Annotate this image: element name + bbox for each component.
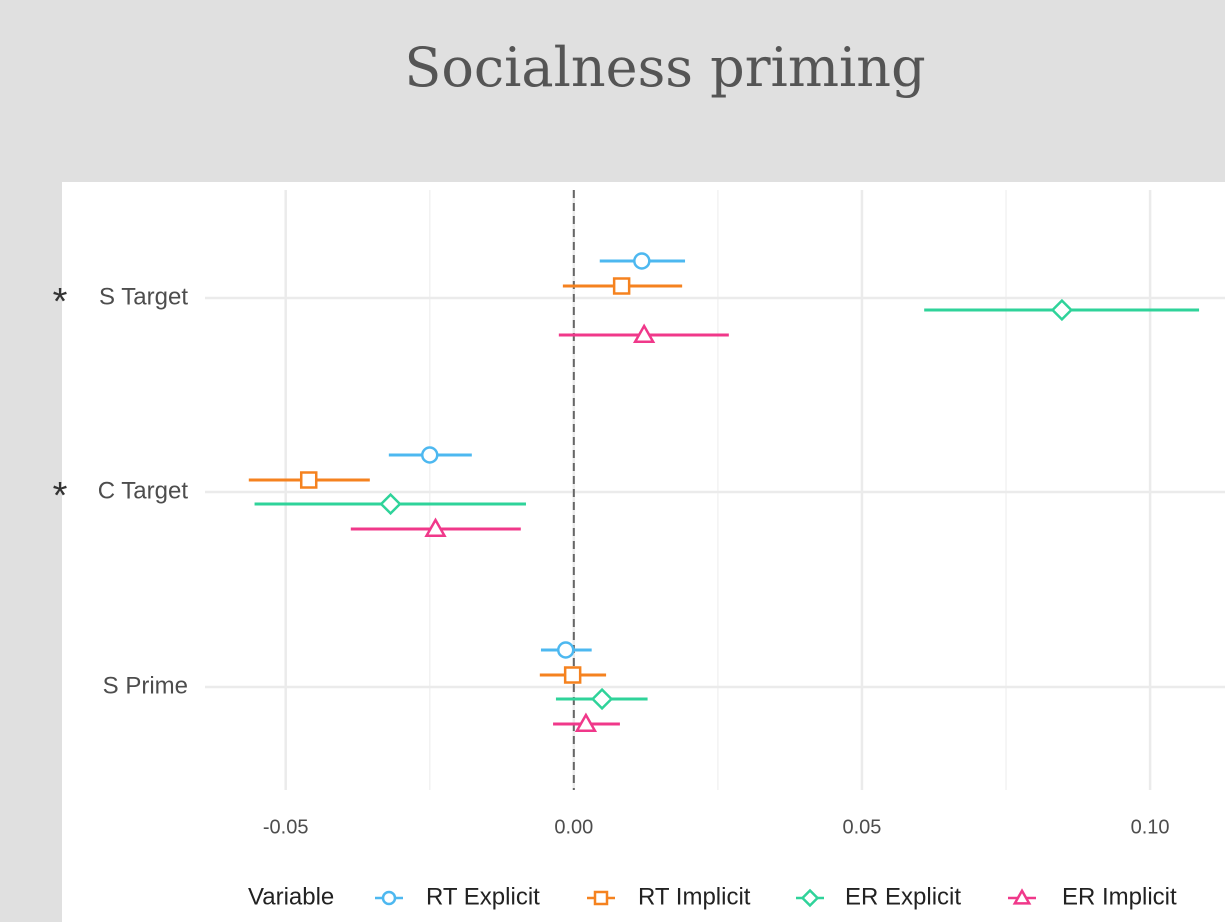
y-tick-label: C Target [98, 477, 189, 504]
chart-title: Socialness priming [404, 36, 925, 99]
legend-label: RT Implicit [638, 883, 751, 910]
legend-key [800, 888, 820, 908]
point [424, 517, 447, 537]
significance-mark: * [53, 475, 68, 517]
point [379, 492, 402, 516]
y-tick-label: S Prime [103, 672, 188, 699]
point [612, 277, 631, 295]
point [299, 471, 318, 489]
x-tick-label: 0.10 [1131, 816, 1170, 838]
significance-mark: * [53, 281, 68, 323]
point [556, 641, 575, 659]
legend-label: ER Implicit [1062, 883, 1177, 910]
legend-title: Variable [248, 883, 334, 910]
x-tick-label: -0.05 [263, 816, 309, 838]
legend-label: ER Explicit [845, 883, 961, 910]
point [563, 666, 582, 684]
x-tick-label: 0.00 [554, 816, 593, 838]
point [590, 687, 614, 711]
legend-key [1012, 888, 1032, 905]
y-tick-label: S Target [99, 283, 188, 310]
point [574, 712, 598, 732]
panel [62, 182, 1225, 922]
legend-key [593, 890, 609, 906]
legend-label: RT Explicit [426, 883, 540, 910]
point [420, 446, 439, 464]
point [1050, 298, 1074, 322]
x-tick-label: 0.05 [842, 816, 881, 838]
point [633, 252, 651, 270]
point [632, 323, 656, 343]
legend-key [381, 890, 397, 906]
